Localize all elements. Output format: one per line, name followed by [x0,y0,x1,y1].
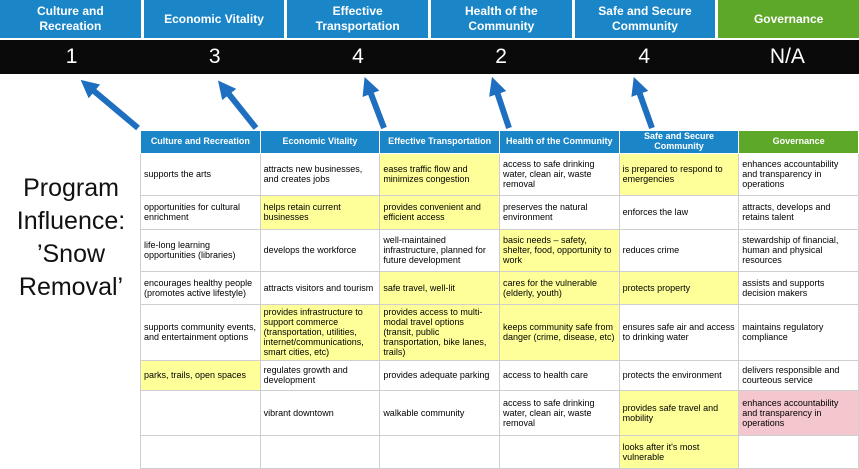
matrix-cell: provides safe travel and mobility [618,389,740,436]
pillar-header-2: Effective Transportation [287,0,428,38]
matrix-cell: parks, trails, open spaces [140,359,261,391]
matrix-cell: ensures safe air and access to drinking … [618,303,740,361]
pillar-header-row: Culture and Recreation Economic Vitality E… [0,0,859,38]
matrix-cell: delivers responsible and courteous servi… [738,359,859,391]
matrix-cell: preserves the natural environment [498,194,620,230]
matrix-header-2: Effective Transportation [379,130,500,154]
table-row: vibrant downtown walkable community access… [140,389,859,436]
matrix-cell: walkable community [379,389,500,436]
matrix-header-1: Economic Vitality [259,130,381,154]
matrix-cell: supports community events, and entertain… [140,303,261,361]
matrix-cell: encourages healthy people (promotes acti… [140,270,261,305]
matrix-cell: is prepared to respond to emergencies [618,152,740,196]
matrix-cell: access to safe drinking water, clean air… [498,152,620,196]
influence-arrow-4 [489,76,512,129]
matrix-cell: attracts visitors and tourism [259,270,381,305]
table-row: opportunities for cultural enrichment hel… [140,194,859,230]
matrix-cell: develops the workforce [259,228,381,272]
matrix-cell: looks after it's most vulnerable [618,434,740,469]
influence-arrow-1 [80,79,140,131]
matrix-cell: supports the arts [140,152,261,196]
matrix-header-5: Governance [738,130,859,154]
pillar-header-4: Safe and Secure Community [574,0,716,38]
matrix-cell: enhances accountability and transparency… [738,389,859,436]
matrix-cell: attracts new businesses, and creates job… [259,152,381,196]
matrix-cell: assists and supports decision makers [738,270,859,305]
matrix-cell: protects property [618,270,740,305]
table-row: looks after it's most vulnerable [140,434,859,469]
matrix-cell: vibrant downtown [259,389,381,436]
matrix-cell: provides adequate parking [379,359,500,391]
matrix-cell [259,434,381,469]
matrix-cell: well-maintained infrastructure, planned … [379,228,500,272]
table-row: encourages healthy people (promotes acti… [140,270,859,305]
matrix-cell: access to safe drinking water, clean air… [498,389,620,436]
matrix-cell: enhances accountability and transparency… [738,152,859,196]
influence-arrow-2 [218,80,259,130]
matrix-cell: eases traffic flow and minimizes congest… [379,152,500,196]
pillar-score-1: 3 [208,45,221,68]
matrix-cell: opportunities for cultural enrichment [140,194,261,230]
matrix-cell: helps retain current businesses [259,194,381,230]
pillar-score-2: 4 [352,45,364,68]
matrix-header-3: Health of the Community [498,130,620,154]
matrix-cell: provides access to multi-modal travel op… [379,303,500,361]
matrix-cell [379,434,500,469]
matrix-header-0: Culture and Recreation [140,130,261,154]
pillar-header-1: Economic Vitality [143,0,285,38]
matrix-cell [498,434,620,469]
pillar-header-0: Culture and Recreation [0,0,141,38]
influence-arrow-3 [362,77,387,130]
pillar-header-5: Governance [718,0,859,38]
matrix-cell: provides convenient and efficient access [379,194,500,230]
table-row: parks, trails, open spaces regulates grow… [140,359,859,391]
table-row: supports community events, and entertain… [140,303,859,361]
pillar-score-5: N/A [769,45,805,68]
matrix-cell [738,434,859,469]
matrix-cell: attracts, develops and retains talent [738,194,859,230]
matrix-cell: enforces the law [618,194,740,230]
table-row: supports the arts attracts new businesses… [140,152,859,196]
matrix-cell: protects the environment [618,359,740,391]
program-title: Program Influence: ’Snow Removal’ [16,174,126,301]
pillar-score-4: 4 [638,45,651,68]
matrix-cell: reduces crime [618,228,740,272]
matrix-cell: access to health care [498,359,620,391]
matrix-cell: provides infrastructure to support comme… [259,303,381,361]
matrix-cell [140,434,261,469]
matrix-cell: safe travel, well-lit [379,270,500,305]
matrix-cell: cares for the vulnerable (elderly, youth… [498,270,620,305]
pillar-header-3: Health of the Community [431,0,572,38]
matrix-cell: regulates growth and development [259,359,381,391]
matrix-cell: keeps community safe from danger (crime,… [498,303,620,361]
pillar-score-3: 2 [495,45,507,68]
matrix-cell: stewardship of financial, human and phys… [738,228,859,272]
influence-arrow-5 [631,76,655,130]
matrix-cell: basic needs – safety, shelter, food, opp… [498,228,620,272]
matrix-cell: life-long learning opportunities (librar… [140,228,261,272]
pillar-score-0: 1 [65,45,78,68]
matrix-cell [140,389,261,436]
matrix-cell: maintains regulatory compliance [738,303,859,361]
score-band: 1 3 4 2 4 N/A [0,40,859,74]
influence-matrix: Culture and Recreation Economic Vitality E… [140,130,859,469]
matrix-header-4: Safe and Secure Community [618,130,740,154]
matrix-header-row: Culture and Recreation Economic Vitality E… [140,130,859,154]
influence-arrows [80,76,655,131]
table-row: life-long learning opportunities (librar… [140,228,859,272]
